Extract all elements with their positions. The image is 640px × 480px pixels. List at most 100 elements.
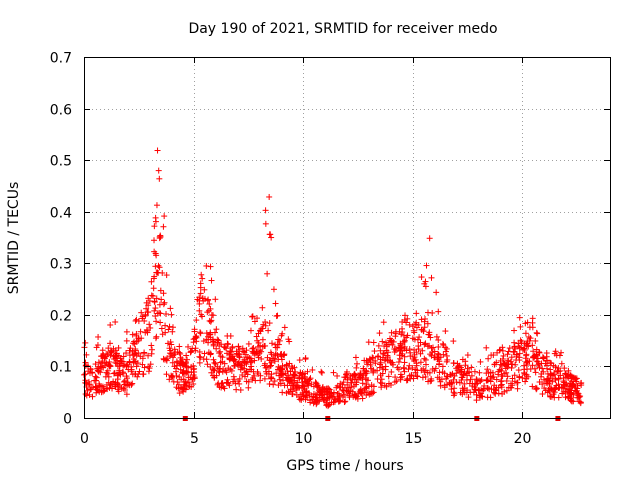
data-point — [413, 319, 420, 326]
y-axis: 0 0.1 0.2 0.3 0.4 0.5 0.6 0.7 — [50, 51, 610, 428]
data-point — [265, 327, 272, 334]
data-point — [484, 384, 491, 391]
data-point — [126, 359, 133, 366]
data-point — [148, 278, 155, 285]
data-point — [565, 367, 572, 374]
data-point — [578, 379, 585, 386]
data-point — [249, 313, 256, 320]
data-point — [530, 353, 537, 360]
data-point — [404, 375, 411, 382]
data-point — [516, 354, 523, 361]
data-point — [479, 387, 486, 394]
data-point — [221, 344, 228, 351]
data-point — [443, 352, 450, 359]
data-point — [89, 369, 96, 376]
y-tick-label: 0.6 — [50, 103, 72, 119]
data-point — [560, 382, 567, 389]
data-point — [208, 311, 215, 318]
x-tick-label: 5 — [190, 431, 199, 447]
data-point — [183, 359, 190, 366]
data-point — [426, 329, 433, 336]
data-point — [467, 376, 474, 383]
data-point — [285, 378, 292, 385]
data-point — [539, 390, 546, 397]
data-point — [473, 397, 480, 404]
data-point — [362, 367, 369, 374]
data-point — [427, 334, 434, 341]
data-point — [123, 391, 130, 398]
data-point — [352, 354, 359, 361]
data-point — [473, 376, 480, 383]
data-point — [151, 307, 158, 314]
data-point — [485, 355, 492, 362]
data-point — [208, 277, 215, 284]
data-point — [392, 330, 399, 337]
data-point — [192, 347, 199, 354]
data-point — [362, 376, 369, 383]
data-point — [149, 292, 156, 299]
data-point — [464, 365, 471, 372]
data-point — [529, 315, 536, 322]
data-point — [251, 350, 258, 357]
data-point — [490, 373, 497, 380]
data-point — [555, 394, 562, 401]
data-point — [199, 275, 206, 282]
data-point — [99, 347, 106, 354]
data-point — [190, 366, 197, 373]
data-point — [229, 344, 236, 351]
data-point — [224, 379, 231, 386]
data-point — [558, 360, 565, 367]
data-point — [513, 357, 520, 364]
data-point — [341, 374, 348, 381]
data-point — [325, 403, 332, 410]
data-point — [185, 343, 192, 350]
data-point — [182, 362, 189, 369]
data-point — [148, 292, 155, 299]
data-point — [112, 318, 119, 325]
data-point — [180, 376, 187, 383]
data-point — [100, 364, 107, 371]
data-point — [163, 311, 170, 318]
data-point — [229, 353, 236, 360]
data-point — [167, 338, 174, 345]
data-point — [107, 340, 114, 347]
data-point — [397, 376, 404, 383]
data-point — [495, 390, 502, 397]
data-point — [451, 385, 458, 392]
data-point — [223, 345, 230, 352]
data-point — [533, 386, 540, 393]
data-point — [421, 324, 428, 331]
data-point — [433, 333, 440, 340]
data-point — [468, 364, 475, 371]
data-point — [198, 311, 205, 318]
data-point — [465, 369, 472, 376]
data-point — [293, 385, 300, 392]
data-point — [421, 355, 428, 362]
data-point — [281, 324, 288, 331]
data-point — [536, 349, 543, 356]
data-point — [155, 262, 162, 269]
y-tick-label: 0.5 — [50, 154, 72, 170]
data-point — [206, 317, 213, 324]
data-point — [436, 358, 443, 365]
data-point — [262, 220, 269, 227]
data-point — [132, 346, 139, 353]
data-point — [277, 380, 284, 387]
data-point — [321, 390, 328, 397]
data-point — [450, 376, 457, 383]
data-point — [104, 351, 111, 358]
data-point — [201, 286, 208, 293]
data-point — [82, 391, 89, 398]
data-point — [212, 296, 219, 303]
data-point — [204, 309, 211, 316]
data-point — [410, 356, 417, 363]
data-point — [412, 356, 419, 363]
data-point — [519, 374, 526, 381]
data-point — [522, 378, 529, 385]
data-point — [274, 312, 281, 319]
data-point — [493, 359, 500, 366]
data-point — [254, 352, 261, 359]
y-tick-label: 0.1 — [50, 360, 72, 376]
data-point — [381, 382, 388, 389]
data-point — [458, 368, 465, 375]
